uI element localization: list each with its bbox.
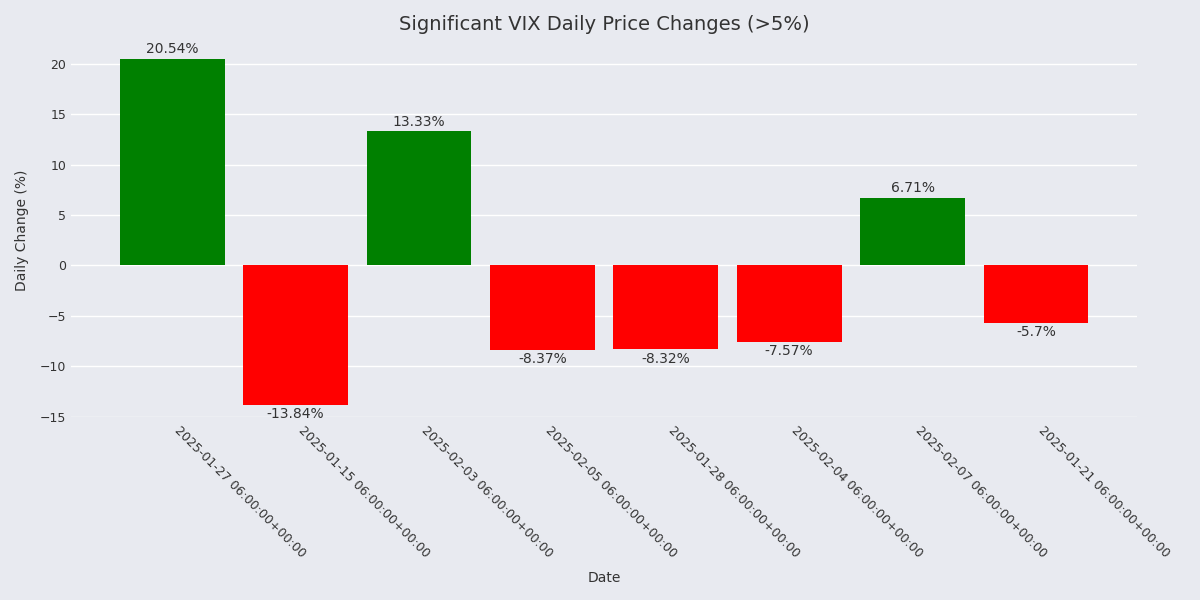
Bar bbox=[737, 265, 841, 342]
Bar bbox=[984, 265, 1088, 323]
Bar bbox=[244, 265, 348, 405]
Title: Significant VIX Daily Price Changes (>5%): Significant VIX Daily Price Changes (>5%… bbox=[398, 15, 810, 34]
Bar bbox=[860, 198, 965, 265]
Text: -13.84%: -13.84% bbox=[266, 407, 324, 421]
Y-axis label: Daily Change (%): Daily Change (%) bbox=[14, 170, 29, 291]
Bar bbox=[120, 59, 224, 265]
Text: 13.33%: 13.33% bbox=[392, 115, 445, 128]
Text: 20.54%: 20.54% bbox=[146, 42, 198, 56]
Text: -5.7%: -5.7% bbox=[1016, 325, 1056, 340]
Text: -8.37%: -8.37% bbox=[518, 352, 566, 367]
Bar bbox=[613, 265, 719, 349]
Text: 6.71%: 6.71% bbox=[890, 181, 935, 196]
Bar bbox=[490, 265, 595, 350]
X-axis label: Date: Date bbox=[588, 571, 620, 585]
Bar bbox=[366, 131, 472, 265]
Text: -8.32%: -8.32% bbox=[642, 352, 690, 366]
Text: -7.57%: -7.57% bbox=[764, 344, 814, 358]
